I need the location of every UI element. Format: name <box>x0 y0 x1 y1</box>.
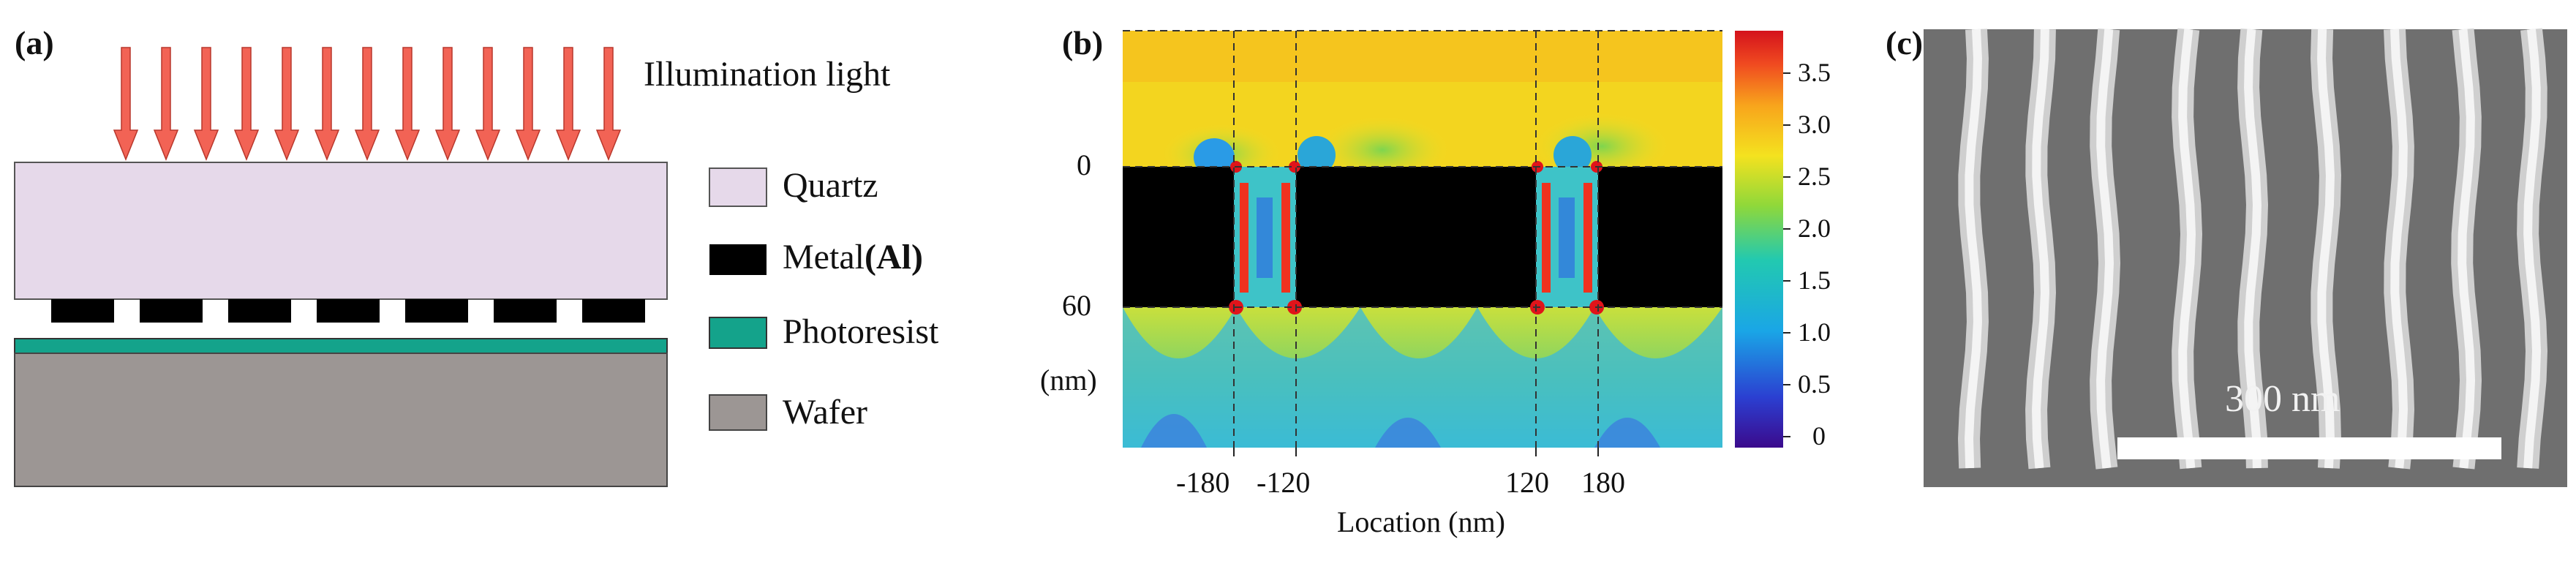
sem-line-core <box>2178 29 2196 469</box>
panel-c <box>1924 28 2567 487</box>
sem-line-core <box>1965 29 1982 469</box>
illumination-arrows <box>113 47 622 162</box>
colorbar <box>1735 31 1783 448</box>
illumination-arrow <box>394 47 421 162</box>
scale-bar <box>2117 437 2501 459</box>
y-tick-0: 0 <box>1077 148 1091 181</box>
legend-label-metal: Metal(Al) <box>783 238 923 276</box>
illumination-arrow <box>274 47 300 162</box>
panel-a <box>14 47 767 487</box>
panel-b <box>1123 30 1790 456</box>
wafer-layer <box>14 353 668 487</box>
x-tick-minus180: -180 <box>1176 466 1230 499</box>
panel-b-tag: (b) <box>1062 24 1104 61</box>
x-tick-minus120: -120 <box>1257 466 1311 499</box>
slit-reference-lines <box>1123 30 1722 448</box>
illumination-arrow <box>233 47 260 162</box>
metal-block <box>317 299 380 323</box>
sem-line-core <box>2523 29 2542 469</box>
colorbar-tick-0-5: 0.5 <box>1798 369 1831 399</box>
colorbar-tick-1-0: 1.0 <box>1798 317 1831 347</box>
legend-swatch-photoresist <box>709 317 767 349</box>
colorbar-tick-3-0: 3.0 <box>1798 110 1831 139</box>
illumination-arrow <box>595 47 622 162</box>
illumination-arrow <box>475 47 501 162</box>
colorbar-tick-2-0: 2.0 <box>1798 214 1831 243</box>
colorbar-tick-1-5: 1.5 <box>1798 266 1831 295</box>
illumination-arrow <box>314 47 340 162</box>
metal-block <box>582 299 645 323</box>
sem-line-core <box>2317 29 2335 469</box>
colorbar-tick-3-5: 3.5 <box>1798 58 1831 87</box>
sem-bright-lines <box>1958 28 2548 470</box>
legend-label-quartz: Quartz <box>783 166 878 205</box>
x-tick-marks <box>1233 448 1599 456</box>
metal-block <box>494 299 557 323</box>
x-axis-label: Location (nm) <box>1337 505 1505 538</box>
colorbar-tick-0: 0 <box>1812 421 1826 451</box>
legend-swatch-metal <box>709 244 767 275</box>
scale-bar-label: 300 nm <box>2225 378 2340 420</box>
colorbar-ticks <box>1783 72 1790 437</box>
illumination-arrow <box>555 47 581 162</box>
metal-block <box>228 299 291 323</box>
legend-label-photoresist: Photoresist <box>783 312 939 351</box>
legend-swatch-wafer <box>709 394 767 431</box>
field-map <box>1123 31 1722 448</box>
x-tick-180: 180 <box>1581 466 1625 499</box>
legend-label-wafer: Wafer <box>783 393 868 432</box>
metal-grating <box>51 299 645 323</box>
y-unit-label: (nm) <box>1040 364 1097 396</box>
illumination-arrow <box>193 47 219 162</box>
illumination-arrow <box>113 47 139 162</box>
x-tick-120: 120 <box>1505 466 1549 499</box>
sem-line-core <box>2096 29 2114 469</box>
sem-line-core <box>2390 29 2408 469</box>
illumination-arrow <box>434 47 461 162</box>
illumination-light-label: Illumination light <box>644 55 891 94</box>
legend-label-metal-suffix: (Al) <box>864 238 923 276</box>
illumination-arrow <box>354 47 380 162</box>
sem-line-core <box>2458 29 2476 469</box>
quartz-layer <box>14 162 668 300</box>
illumination-arrow <box>153 47 179 162</box>
legend-swatch-quartz <box>709 167 767 207</box>
colorbar-tick-2-5: 2.5 <box>1798 162 1831 191</box>
metal-block <box>51 299 114 323</box>
metal-block <box>405 299 468 323</box>
sem-line-core <box>2244 29 2261 469</box>
sem-line-core <box>2032 29 2049 469</box>
panel-a-tag: (a) <box>15 24 54 61</box>
panel-c-tag: (c) <box>1886 24 1924 61</box>
y-tick-60: 60 <box>1062 289 1091 322</box>
photoresist-layer <box>14 338 668 354</box>
illumination-arrow <box>515 47 541 162</box>
metal-block <box>140 299 203 323</box>
